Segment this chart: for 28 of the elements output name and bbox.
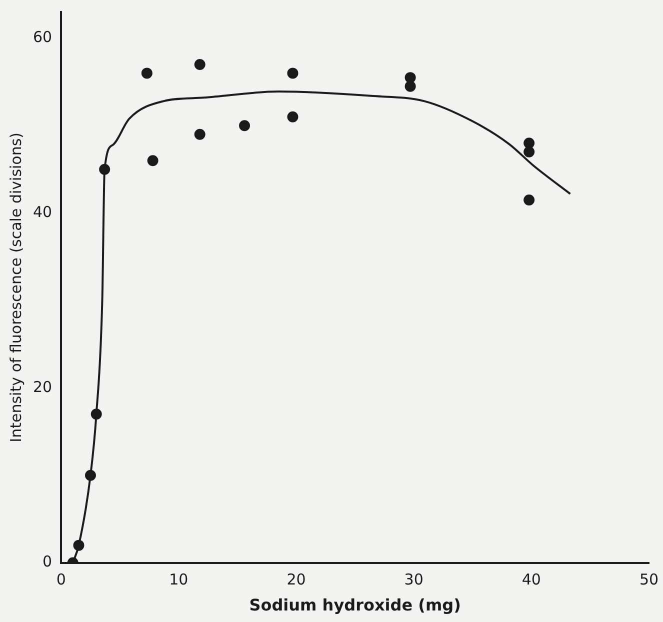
point bbox=[194, 58, 206, 70]
point bbox=[524, 194, 535, 206]
point bbox=[147, 155, 158, 166]
y-axis-title: Intensity of fluorescence (scale divisions) bbox=[6, 132, 25, 442]
x-tick-label: 0 bbox=[56, 570, 66, 589]
x-tick-label: 50 bbox=[639, 570, 659, 589]
point bbox=[524, 138, 535, 149]
point bbox=[404, 80, 416, 92]
point bbox=[404, 72, 416, 84]
x-tick-label: 30 bbox=[404, 570, 424, 589]
point bbox=[73, 540, 84, 551]
point bbox=[287, 111, 298, 122]
point bbox=[287, 68, 298, 79]
point bbox=[141, 68, 152, 79]
y-tick-label: 20 bbox=[32, 378, 52, 396]
point bbox=[84, 470, 96, 481]
point bbox=[239, 120, 250, 132]
point bbox=[194, 128, 206, 140]
x-tick-label: 20 bbox=[286, 570, 306, 589]
x-axis-title: Sodium hydroxide (mg) bbox=[249, 596, 461, 615]
x-tick-label: 10 bbox=[169, 570, 188, 589]
y-tick-label: 40 bbox=[32, 202, 52, 221]
point bbox=[524, 146, 535, 158]
y-tick-label: 60 bbox=[32, 28, 52, 46]
y-tick-label: 0 bbox=[42, 552, 52, 571]
x-tick-label: 40 bbox=[522, 570, 541, 589]
point bbox=[90, 408, 102, 420]
point bbox=[99, 164, 110, 175]
